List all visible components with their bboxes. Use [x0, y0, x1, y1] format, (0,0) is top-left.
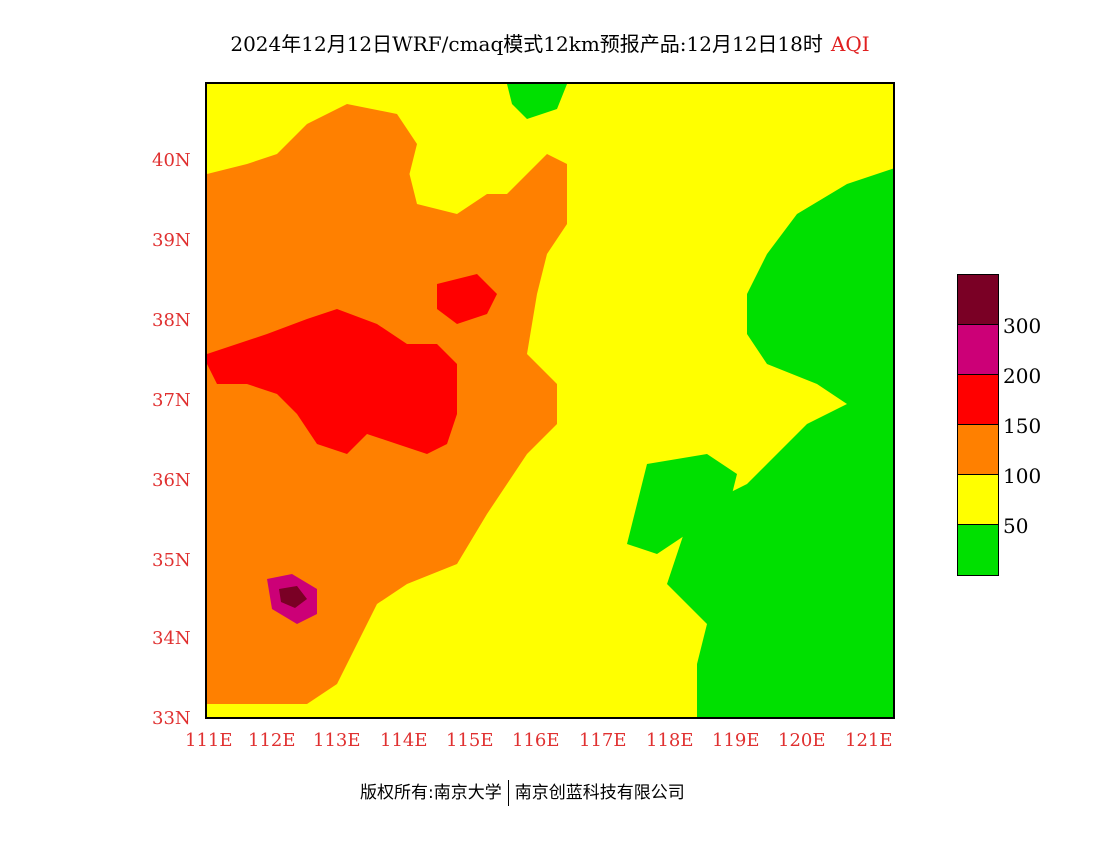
lat-tick-label: 36N [152, 470, 191, 491]
green-region-east [667, 168, 893, 717]
lon-tick-label: 111E [185, 730, 233, 751]
lon-tick-label: 113E [313, 730, 361, 751]
footer-left: 版权所有:南京大学 [360, 783, 502, 803]
legend-swatch [958, 275, 998, 325]
legend-swatch [958, 475, 998, 525]
footer-separator [507, 780, 509, 806]
orange-region-north [307, 104, 417, 194]
red-patch-2 [437, 274, 497, 324]
lat-tick-label: 35N [152, 550, 191, 571]
lat-tick-label: 37N [152, 390, 191, 411]
lat-tick-label: 34N [152, 628, 191, 649]
lat-tick-label: 38N [152, 310, 191, 331]
lon-tick-label: 112E [248, 730, 296, 751]
maroon-hotspot [279, 586, 307, 608]
footer-right: 南京创蓝科技有限公司 [514, 783, 685, 803]
lon-tick-label: 118E [646, 730, 694, 751]
legend-swatch [958, 425, 998, 475]
legend-swatch [958, 325, 998, 375]
aqi-map [205, 82, 895, 719]
green-region-north [507, 84, 567, 119]
aqi-legend [957, 274, 999, 576]
lon-tick-label: 116E [512, 730, 560, 751]
lat-tick-label: 39N [152, 230, 191, 251]
title-variable: AQI [830, 32, 870, 56]
lon-tick-label: 121E [845, 730, 893, 751]
lon-tick-label: 117E [579, 730, 627, 751]
legend-label: 200 [1003, 364, 1042, 388]
red-core [207, 309, 457, 454]
legend-label: 50 [1003, 514, 1029, 538]
legend-label: 300 [1003, 314, 1042, 338]
map-title: 2024年12月12日WRF/cmaq模式12km预报产品:12月12日18时 A… [0, 28, 1100, 57]
green-patch-1 [627, 454, 737, 554]
legend-swatch [958, 375, 998, 425]
lon-tick-label: 114E [380, 730, 428, 751]
legend-label: 100 [1003, 464, 1042, 488]
legend-label: 150 [1003, 414, 1042, 438]
aqi-map-svg [207, 84, 893, 717]
lon-tick-label: 119E [712, 730, 760, 751]
copyright-footer: 版权所有:南京大学 南京创蓝科技有限公司 [360, 778, 685, 806]
lat-tick-label: 33N [152, 708, 191, 729]
legend-swatch [958, 525, 998, 575]
lon-tick-label: 120E [778, 730, 826, 751]
lon-tick-label: 115E [446, 730, 494, 751]
title-main: 2024年12月12日WRF/cmaq模式12km预报产品:12月12日18时 [230, 32, 823, 56]
lat-tick-label: 40N [152, 150, 191, 171]
